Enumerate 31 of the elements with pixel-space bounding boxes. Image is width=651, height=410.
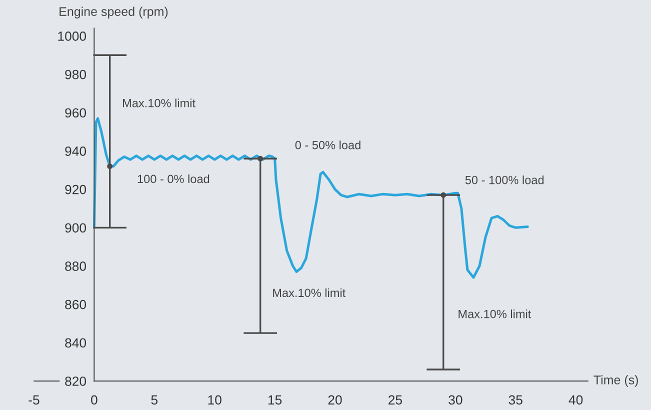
x-tick-label: 30	[448, 395, 462, 405]
point	[107, 164, 113, 170]
y-tick-label: 960	[65, 108, 86, 118]
annotation: 100 - 0% load	[138, 174, 210, 184]
x-tick-label: 20	[328, 395, 342, 405]
y-axis-title: Engine speed (rpm)	[60, 6, 168, 18]
point	[258, 156, 264, 162]
annotation: Max.10% limit	[273, 288, 346, 298]
annotation: Max.10% limit	[123, 98, 196, 108]
x-tick-label: 40	[568, 395, 583, 405]
y-tick-label: 860	[65, 300, 86, 310]
y-tick-label: 880	[65, 262, 86, 271]
y-tick-label: 1000	[58, 32, 86, 41]
x-tick-label: 15	[268, 395, 282, 405]
x-tick-label: 5	[151, 395, 158, 405]
annotation: 0 - 50% load	[295, 140, 360, 150]
x-axis-title: Time (s)	[594, 375, 638, 387]
y-tick-label: 900	[65, 223, 86, 233]
annotation: Max.10% limit	[458, 310, 532, 318]
x-tick-label: 25	[388, 395, 402, 405]
x-tick-label: 35	[508, 395, 522, 405]
y-tick-label: 980	[65, 70, 86, 80]
point	[440, 192, 446, 198]
x-tick-label: 10	[208, 395, 222, 405]
x-tick-label: -5	[28, 395, 40, 405]
y-tick-label: 840	[65, 338, 86, 348]
y-tick-label: 940	[65, 146, 86, 156]
y-tick-label: 920	[65, 184, 86, 194]
x-tick-label: 0	[91, 395, 98, 405]
y-tick-label: 820	[65, 376, 86, 386]
annotation: 50 - 100% load	[465, 176, 544, 184]
